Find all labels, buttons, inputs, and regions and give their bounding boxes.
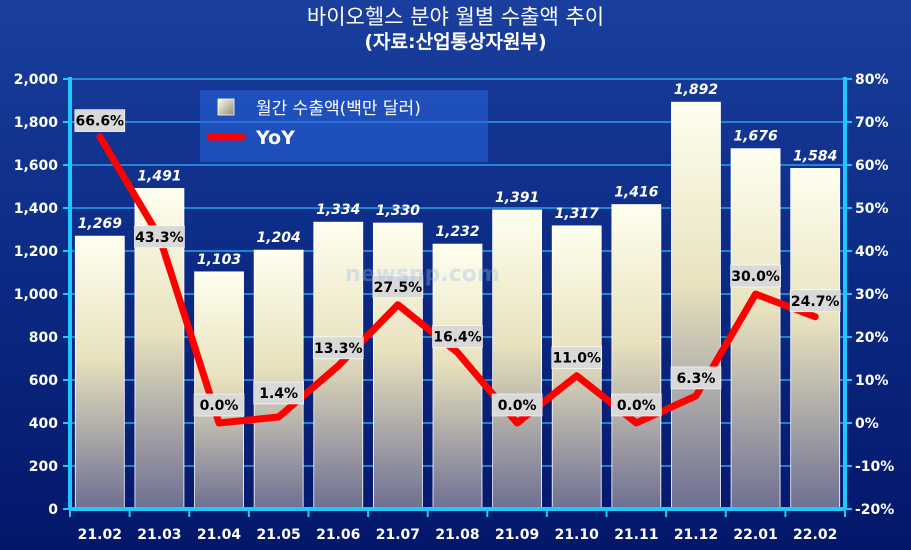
y-left-tick-label: 400	[29, 416, 58, 432]
yoy-label-box	[432, 325, 483, 348]
bar-value-label: 1,584	[793, 148, 837, 164]
bar-value-label: 1,269	[78, 216, 123, 232]
bar-21.12	[671, 101, 721, 510]
yoy-label-box	[74, 109, 126, 132]
bar-21.04	[194, 271, 244, 510]
y-left-tick-label: 1,200	[14, 244, 59, 260]
bar-value-label: 1,892	[674, 82, 718, 98]
x-tick-label: 21.05	[257, 527, 301, 543]
bar-value-label: 1,416	[614, 185, 659, 201]
legend-line-label: YoY	[255, 127, 295, 149]
y-right-tick-label: -10%	[855, 459, 894, 475]
yoy-value-label: 16.4%	[433, 329, 482, 345]
bar-21.07	[372, 222, 423, 510]
yoy-label-box	[253, 381, 304, 405]
legend-box	[200, 90, 488, 162]
bar-value-label: 1,391	[495, 190, 539, 206]
yoy-label-box	[670, 366, 722, 390]
legend-bar-swatch	[217, 98, 235, 116]
y-left-tick-label: 1,400	[14, 201, 59, 217]
yoy-value-label: 1.4%	[259, 386, 298, 402]
bar-value-label: 1,334	[316, 202, 360, 218]
y-right-tick-label: 40%	[855, 244, 889, 260]
y-right-tick-label: -20%	[855, 502, 894, 518]
y-right-tick-label: 0%	[855, 416, 879, 432]
y-right-tick-label: 30%	[855, 287, 889, 303]
chart-subtitle: (자료:산업통상자원부)	[364, 31, 547, 53]
x-tick-label: 21.11	[614, 527, 658, 543]
y-left-tick-label: 1,000	[14, 287, 59, 303]
bar-21.05	[253, 249, 304, 510]
bar-value-label: 1,204	[257, 230, 301, 246]
legend-bar-label: 월간 수출액(백만 달러)	[256, 99, 421, 119]
y-left-tick-label: 0	[48, 502, 58, 518]
yoy-label-box	[193, 393, 245, 417]
bar-value-label: 1,317	[555, 206, 600, 222]
x-tick-label: 21.12	[674, 527, 718, 543]
y-right-tick-label: 10%	[855, 373, 889, 389]
bar-value-label: 1,330	[376, 203, 421, 219]
yoy-label-box	[551, 346, 603, 370]
yoy-label-box	[730, 264, 781, 288]
bar-value-label: 1,232	[435, 224, 479, 240]
bar-22.02	[790, 168, 841, 510]
y-left-tick-label: 800	[29, 330, 58, 346]
yoy-value-label: 27.5%	[374, 280, 423, 296]
watermark: newsnp.com	[345, 262, 500, 287]
yoy-value-label: 0.0%	[617, 398, 656, 414]
yoy-label-box	[372, 275, 424, 299]
bar-value-label: 1,676	[733, 129, 778, 145]
y-right-tick-label: 60%	[855, 158, 889, 174]
yoy-value-label: 66.6%	[76, 114, 125, 130]
y-right-tick-label: 70%	[855, 115, 889, 131]
x-tick-label: 21.04	[197, 527, 242, 543]
y-left-tick-label: 600	[29, 373, 58, 389]
x-tick-label: 21.10	[555, 527, 600, 543]
y-right-tick-label: 20%	[855, 330, 889, 346]
yoy-value-label: 43.3%	[135, 230, 184, 246]
x-tick-label: 21.07	[376, 527, 420, 543]
yoy-label-box	[491, 393, 543, 417]
x-tick-label: 21.03	[137, 527, 181, 543]
x-tick-label: 21.09	[495, 527, 539, 543]
y-left-tick-label: 1,600	[14, 158, 59, 174]
x-tick-label: 21.02	[78, 527, 122, 543]
yoy-line	[96, 133, 819, 427]
yoy-value-label: 30.0%	[731, 269, 780, 285]
yoy-value-label: 0.0%	[200, 398, 239, 414]
yoy-value-label: 13.3%	[314, 341, 363, 357]
bar-21.09	[492, 209, 543, 510]
x-tick-label: 22.01	[733, 527, 777, 543]
yoy-value-label: 24.7%	[791, 294, 840, 310]
yoy-label-box	[611, 393, 662, 417]
yoy-value-label: 11.0%	[552, 351, 601, 367]
bar-21.02	[74, 235, 125, 510]
x-tick-label: 22.02	[793, 527, 837, 543]
chart-title: 바이오헬스 분야 월별 수출액 추이	[306, 5, 605, 29]
x-tick-label: 21.06	[316, 527, 360, 543]
yoy-label-box	[312, 336, 364, 360]
y-right-tick-label: 80%	[855, 72, 889, 88]
bar-value-label: 1,491	[137, 168, 181, 184]
yoy-label-box	[789, 289, 841, 313]
bar-value-label: 1,103	[197, 252, 241, 268]
y-left-tick-label: 1,800	[14, 115, 59, 131]
y-left-tick-label: 200	[29, 459, 58, 475]
yoy-value-label: 0.0%	[498, 398, 537, 414]
yoy-label-box	[134, 225, 185, 249]
bar-21.11	[611, 204, 662, 510]
yoy-value-label: 6.3%	[677, 371, 716, 387]
y-right-tick-label: 50%	[855, 201, 889, 217]
y-left-tick-label: 2,000	[14, 72, 59, 88]
x-tick-label: 21.08	[435, 527, 479, 543]
